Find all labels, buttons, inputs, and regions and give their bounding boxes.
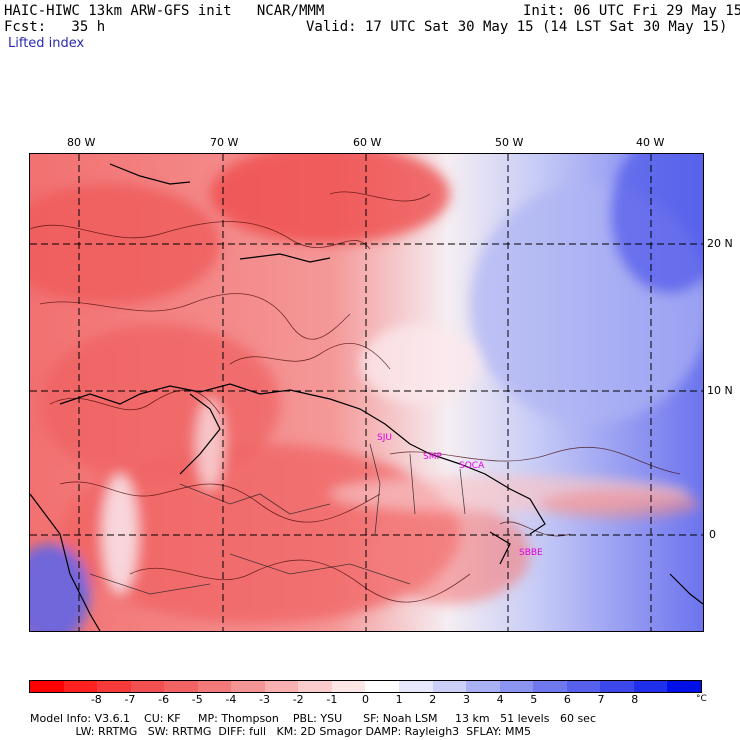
colorbar-segment bbox=[399, 681, 433, 692]
station-label-sbbe: SBBE bbox=[519, 548, 543, 558]
colorbar-tick-label: -5 bbox=[191, 693, 203, 706]
coastlines bbox=[30, 163, 703, 631]
colorbar-segment bbox=[331, 681, 366, 692]
map-canvas bbox=[30, 154, 703, 631]
colorbar-tick-label: -4 bbox=[225, 693, 237, 706]
colorbar-segment bbox=[633, 681, 668, 692]
colorbar-segment bbox=[264, 681, 299, 692]
field-name: Lifted index bbox=[8, 36, 85, 51]
model-info-line2: LW: RRTMG SW: RRTMG DIFF: full KM: 2D Sm… bbox=[30, 725, 531, 738]
colorbar-tick-label: 7 bbox=[597, 693, 605, 706]
colorbar-tick-label: 5 bbox=[530, 693, 538, 706]
colorbar-segment bbox=[97, 681, 131, 692]
init-time: Init: 06 UTC Fri 29 May 15 bbox=[523, 3, 740, 19]
colorbar-tick-label: 0 bbox=[362, 693, 369, 706]
model-title: HAIC-HIWC 13km ARW-GFS init NCAR/MMM bbox=[4, 3, 325, 19]
colorbar-unit: °C bbox=[696, 694, 707, 704]
colorbar-segment bbox=[197, 681, 232, 692]
colorbar-segment bbox=[365, 681, 400, 692]
colorbar bbox=[29, 680, 702, 693]
colorbar-tick-label: -1 bbox=[326, 693, 338, 706]
colorbar-segment bbox=[566, 681, 601, 692]
colorbar-segment bbox=[130, 681, 165, 692]
colorbar-segment bbox=[231, 681, 265, 692]
valid-time: Valid: 17 UTC Sat 30 May 15 (14 LST Sat … bbox=[306, 19, 728, 35]
lat-lon-grid bbox=[30, 154, 703, 631]
station-label-soca: SOCA bbox=[459, 461, 485, 471]
colorbar-segment bbox=[432, 681, 467, 692]
colorbar-segment bbox=[667, 681, 701, 692]
colorbar-segment bbox=[466, 681, 500, 692]
forecast-hour: Fcst: 35 h bbox=[4, 19, 106, 35]
lon-label-40w: 40 W bbox=[636, 136, 665, 149]
colorbar-segment bbox=[63, 681, 98, 692]
borders bbox=[89, 443, 466, 595]
colorbar-tick-label: 4 bbox=[496, 693, 504, 706]
colorbar-tick-label: 1 bbox=[395, 693, 403, 706]
colorbar-tick-label: -6 bbox=[158, 693, 170, 706]
lon-label-60w: 60 W bbox=[353, 136, 382, 149]
colorbar-tick-label: -2 bbox=[292, 693, 304, 706]
lifted-index-map bbox=[29, 153, 704, 632]
colorbar-segment bbox=[298, 681, 332, 692]
colorbar-segment bbox=[164, 681, 198, 692]
colorbar-tick-label: 6 bbox=[563, 693, 571, 706]
colorbar-tick-label: 3 bbox=[462, 693, 470, 706]
station-label-smp: SMP bbox=[423, 452, 442, 462]
colorbar-segment bbox=[30, 681, 64, 692]
station-label-sju: SJU bbox=[377, 433, 392, 443]
colorbar-segment bbox=[600, 681, 634, 692]
colorbar-segment bbox=[533, 681, 567, 692]
lat-label-0: 0 bbox=[709, 528, 716, 541]
colorbar-tick-label: -7 bbox=[124, 693, 136, 706]
model-info-line1: Model Info: V3.6.1 CU: KF MP: Thompson P… bbox=[30, 712, 597, 725]
colorbar-tick-label: 8 bbox=[631, 693, 639, 706]
lon-label-50w: 50 W bbox=[495, 136, 524, 149]
colorbar-tick-label: 2 bbox=[429, 693, 437, 706]
lon-label-70w: 70 W bbox=[210, 136, 239, 149]
colorbar-tick-label: -8 bbox=[90, 693, 102, 706]
lat-label-10n: 10 N bbox=[707, 384, 733, 397]
colorbar-segment bbox=[499, 681, 534, 692]
lat-label-20n: 20 N bbox=[707, 237, 733, 250]
lon-label-80w: 80 W bbox=[67, 136, 96, 149]
colorbar-tick-label: -3 bbox=[259, 693, 271, 706]
